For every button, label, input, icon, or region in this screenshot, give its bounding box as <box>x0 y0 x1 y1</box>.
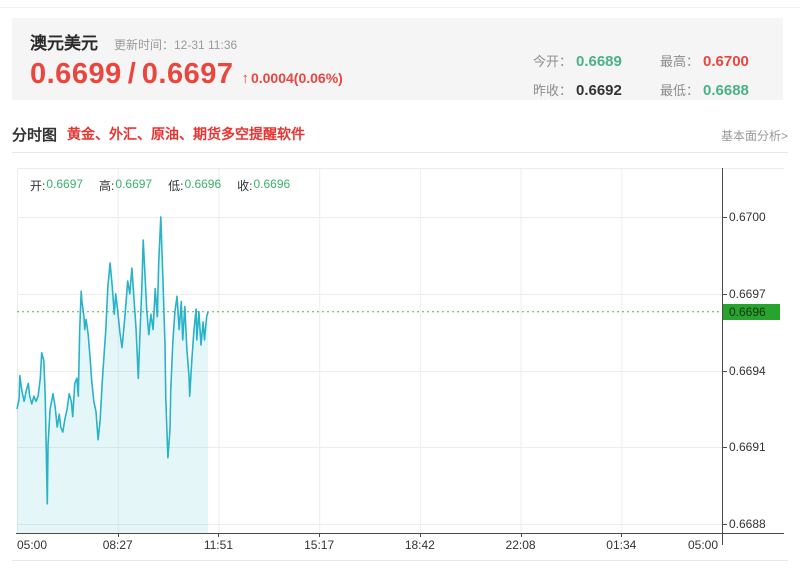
price-area-fill <box>17 216 209 533</box>
bid-price: 0.6699 <box>30 58 122 90</box>
section-bar: 分时图 黄金、外汇、原油、期货多空提醒软件 基本面分析> <box>12 124 788 148</box>
quote-stat: 昨收： 0.6692 <box>533 80 628 99</box>
y-axis-label: 0.6700 <box>729 209 766 224</box>
y-axis-label: 0.6691 <box>729 440 766 455</box>
ohlc-legend-item: 收: 0.6696 <box>237 177 291 193</box>
stat-value: 0.6700 <box>703 53 749 70</box>
ohlc-legend-item: 高: 0.6697 <box>99 177 153 193</box>
tab-intraday-chart: 分时图 <box>12 127 58 144</box>
x-axis-label: 15:17 <box>304 538 335 552</box>
quote-stat: 今开： 0.6689 <box>533 51 628 70</box>
price-separator: / <box>127 58 136 90</box>
stat-value: 0.6692 <box>575 82 622 99</box>
price-line-series <box>16 216 209 505</box>
x-axis-label: 22:08 <box>505 538 536 552</box>
update-time: 更新时间：12-31 11:36 <box>114 38 238 52</box>
up-arrow-icon: ↑ <box>241 70 249 87</box>
ohlc-legend-item: 开: 0.6697 <box>30 177 84 193</box>
stat-label: 最低： <box>659 83 699 98</box>
quote-stats: 今开： 0.6689 最高： 0.6700 昨收： 0.6692 最低： 0.6688 <box>533 51 755 99</box>
quote-header-panel: 澳元美元 更新时间：12-31 11:36 0.6699 / 0.6697 ↑ … <box>12 18 783 100</box>
promo-link[interactable]: 黄金、外汇、原油、期货多空提醒软件 <box>67 126 306 142</box>
fundamental-analysis-link[interactable]: 基本面分析> <box>720 129 788 143</box>
change-value: 0.0004(0.06%) <box>250 70 343 86</box>
x-axis-label: 18:42 <box>404 538 435 552</box>
stat-value: 0.6689 <box>575 53 622 70</box>
top-divider <box>0 7 800 8</box>
pair-title: 澳元美元 <box>30 34 98 53</box>
stat-label: 昨收： <box>532 83 572 98</box>
bottom-divider <box>12 560 788 561</box>
quote-stat: 最高： 0.6700 <box>660 51 755 70</box>
x-axis-label: 01:34 <box>606 538 637 552</box>
quote-stat: 最低： 0.6688 <box>660 80 755 99</box>
x-axis-label: 05:00 <box>17 538 48 552</box>
stat-value: 0.6688 <box>703 82 749 99</box>
y-axis-label: 0.6688 <box>729 517 766 532</box>
x-axis-label: 11:51 <box>203 538 233 552</box>
stat-label: 最高： <box>659 54 699 69</box>
y-axis-label: 0.6694 <box>729 363 766 378</box>
section-divider <box>12 152 788 153</box>
last-price-badge: 0.6696 <box>723 303 780 320</box>
x-axis-label: 05:00 <box>688 538 719 552</box>
x-axis-label: 08:27 <box>102 538 133 552</box>
stat-label: 今开： <box>532 54 572 69</box>
ask-price: 0.6697 <box>141 58 234 90</box>
ohlc-legend: 开: 0.6697 高: 0.6697 低: 0.6696 收: 0.6696 <box>30 177 306 194</box>
ohlc-legend-item: 低: 0.6696 <box>168 177 222 193</box>
y-axis-label: 0.6697 <box>729 286 766 301</box>
